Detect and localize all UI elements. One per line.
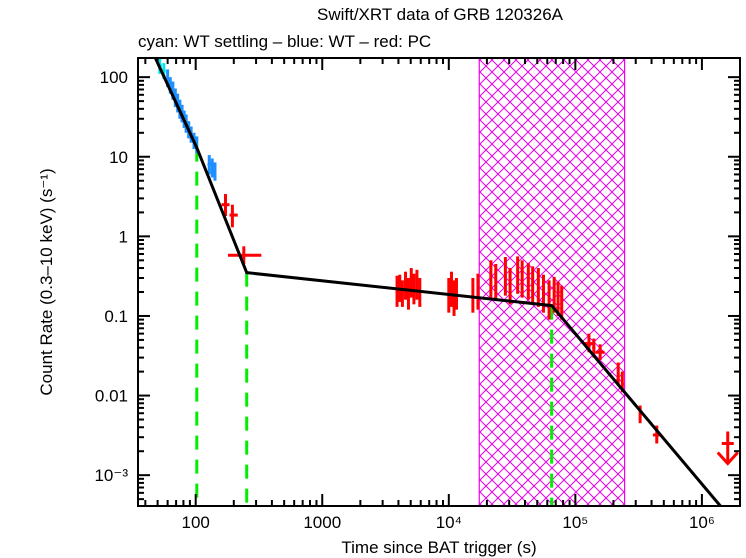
pc-upper-limit-0 — [716, 431, 739, 466]
pc-point-22 — [516, 256, 520, 294]
y-tick-label: 0.1 — [104, 307, 128, 326]
x-tick-label: 1000 — [303, 513, 341, 532]
x-tick-label: 100 — [182, 513, 210, 532]
down-arrow-icon — [716, 451, 739, 466]
pc-point-1 — [229, 204, 238, 228]
pc-point-6 — [404, 271, 408, 300]
pc-point-8 — [409, 268, 413, 298]
pc-point-0 — [221, 194, 230, 217]
pc-point-28 — [547, 280, 551, 320]
pc-point-24 — [526, 263, 530, 300]
y-tick-label: 0.01 — [95, 387, 128, 406]
wt-point-13 — [207, 155, 211, 175]
y-tick-label: 10 — [109, 148, 128, 167]
pc-point-21 — [508, 268, 512, 305]
chart-title: Swift/XRT data of GRB 120326A — [317, 5, 564, 24]
y-tick-label: 1 — [119, 227, 128, 246]
pc-point-17 — [476, 273, 480, 310]
x-tick-label: 10⁴ — [436, 513, 462, 532]
pc-point-5 — [400, 280, 404, 307]
pc-point-3 — [395, 275, 399, 307]
pc-point-35 — [616, 362, 620, 384]
pc-point-20 — [503, 257, 507, 296]
pc-point-16 — [471, 277, 475, 313]
model-fit-line — [153, 58, 722, 506]
pc-point-18 — [489, 260, 493, 298]
y-tick-label: 100 — [100, 68, 128, 87]
chart-subtitle: cyan: WT settling – blue: WT – red: PC — [138, 32, 431, 51]
x-tick-label: 10⁶ — [689, 513, 715, 532]
plot-frame — [137, 57, 741, 507]
pc-point-14 — [452, 280, 456, 316]
pc-point-27 — [541, 274, 545, 313]
x-axis-label: Time since BAT trigger (s) — [341, 538, 536, 557]
pc-point-13 — [449, 271, 453, 307]
pc-point-23 — [520, 260, 524, 298]
pc-point-9 — [412, 273, 416, 305]
x-tick-label: 10⁵ — [562, 513, 588, 532]
wt-point-15 — [213, 162, 217, 181]
wt-point-14 — [210, 158, 214, 178]
y-axis-label: Count Rate (0.3–10 keV) (s⁻¹) — [37, 168, 56, 395]
pc-point-10 — [415, 269, 419, 300]
pc-point-25 — [531, 266, 535, 305]
pc-point-34 — [595, 344, 605, 360]
pc-point-19 — [494, 263, 498, 300]
pc-point-7 — [406, 277, 410, 310]
pc-point-30 — [556, 281, 560, 316]
pc-point-2 — [228, 246, 262, 264]
y-tick-label: 10⁻³ — [94, 466, 128, 485]
pc-point-26 — [536, 268, 540, 307]
pc-point-31 — [560, 285, 564, 320]
